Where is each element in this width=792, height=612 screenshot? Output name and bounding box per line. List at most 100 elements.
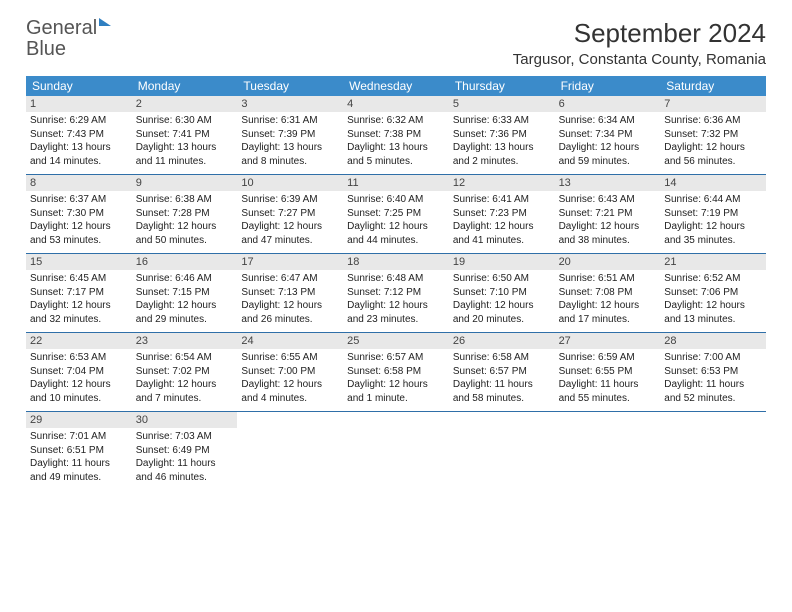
day-cell: 24Sunrise: 6:55 AMSunset: 7:00 PMDayligh… [237, 333, 343, 411]
day-number: 22 [26, 333, 132, 349]
sunset-line: Sunset: 6:49 PM [136, 444, 234, 458]
day-cell: 17Sunrise: 6:47 AMSunset: 7:13 PMDayligh… [237, 254, 343, 332]
sunset-line: Sunset: 7:23 PM [453, 207, 551, 221]
day-number: 13 [555, 175, 661, 191]
day-cell: 8Sunrise: 6:37 AMSunset: 7:30 PMDaylight… [26, 175, 132, 253]
sunset-line: Sunset: 7:13 PM [241, 286, 339, 300]
dow-cell: Tuesday [237, 76, 343, 96]
sunset-line: Sunset: 7:32 PM [664, 128, 762, 142]
header: General Blue September 2024 Targusor, Co… [26, 18, 766, 68]
dow-cell: Saturday [660, 76, 766, 96]
daylight-line: Daylight: 11 hours and 46 minutes. [136, 457, 234, 484]
day-cell: 9Sunrise: 6:38 AMSunset: 7:28 PMDaylight… [132, 175, 238, 253]
sunset-line: Sunset: 7:19 PM [664, 207, 762, 221]
day-cell [343, 412, 449, 490]
daylight-line: Daylight: 12 hours and 53 minutes. [30, 220, 128, 247]
sunrise-line: Sunrise: 6:39 AM [241, 193, 339, 207]
sunrise-line: Sunrise: 6:43 AM [559, 193, 657, 207]
sunset-line: Sunset: 7:10 PM [453, 286, 551, 300]
day-number: 9 [132, 175, 238, 191]
daylight-line: Daylight: 13 hours and 5 minutes. [347, 141, 445, 168]
day-cell: 1Sunrise: 6:29 AMSunset: 7:43 PMDaylight… [26, 96, 132, 174]
sunset-line: Sunset: 6:57 PM [453, 365, 551, 379]
sunrise-line: Sunrise: 6:36 AM [664, 114, 762, 128]
sunset-line: Sunset: 6:58 PM [347, 365, 445, 379]
calendar: SundayMondayTuesdayWednesdayThursdayFrid… [26, 76, 766, 490]
sunrise-line: Sunrise: 7:03 AM [136, 430, 234, 444]
sunset-line: Sunset: 7:25 PM [347, 207, 445, 221]
day-number: 5 [449, 96, 555, 112]
day-cell: 27 Sunrise: 6:59 AMSunset: 6:55 PMDayligh… [555, 333, 661, 411]
day-number: 19 [449, 254, 555, 270]
dow-cell: Thursday [449, 76, 555, 96]
day-number: 23 [132, 333, 238, 349]
sunrise-line: Sunrise: 6:59 AM [559, 351, 657, 365]
sunset-line: Sunset: 6:55 PM [559, 365, 657, 379]
day-cell: 6Sunrise: 6:34 AMSunset: 7:34 PMDaylight… [555, 96, 661, 174]
day-cell [555, 412, 661, 490]
sunset-line: Sunset: 7:21 PM [559, 207, 657, 221]
day-number: 27 [555, 333, 661, 349]
daylight-line: Daylight: 12 hours and 10 minutes. [30, 378, 128, 405]
sunrise-line: Sunrise: 6:33 AM [453, 114, 551, 128]
sunrise-line: Sunrise: 6:30 AM [136, 114, 234, 128]
day-number: 12 [449, 175, 555, 191]
sunset-line: Sunset: 7:06 PM [664, 286, 762, 300]
day-number: 16 [132, 254, 238, 270]
weeks-container: 1Sunrise: 6:29 AMSunset: 7:43 PMDaylight… [26, 96, 766, 490]
daylight-line: Daylight: 13 hours and 2 minutes. [453, 141, 551, 168]
daylight-line: Daylight: 11 hours and 55 minutes. [559, 378, 657, 405]
day-cell: 18Sunrise: 6:48 AMSunset: 7:12 PMDayligh… [343, 254, 449, 332]
sunset-line: Sunset: 7:30 PM [30, 207, 128, 221]
day-number: 11 [343, 175, 449, 191]
day-cell: 5Sunrise: 6:33 AMSunset: 7:36 PMDaylight… [449, 96, 555, 174]
sunrise-line: Sunrise: 7:00 AM [664, 351, 762, 365]
daylight-line: Daylight: 12 hours and 23 minutes. [347, 299, 445, 326]
day-cell: 29Sunrise: 7:01 AMSunset: 6:51 PMDayligh… [26, 412, 132, 490]
sunrise-line: Sunrise: 6:41 AM [453, 193, 551, 207]
sunset-line: Sunset: 7:12 PM [347, 286, 445, 300]
logo-text-blue: Blue [26, 38, 66, 60]
day-number: 30 [132, 412, 238, 428]
daylight-line: Daylight: 13 hours and 14 minutes. [30, 141, 128, 168]
sunset-line: Sunset: 7:27 PM [241, 207, 339, 221]
sunset-line: Sunset: 6:53 PM [664, 365, 762, 379]
daylight-line: Daylight: 12 hours and 29 minutes. [136, 299, 234, 326]
daylight-line: Daylight: 12 hours and 32 minutes. [30, 299, 128, 326]
sunset-line: Sunset: 7:02 PM [136, 365, 234, 379]
daylight-line: Daylight: 12 hours and 56 minutes. [664, 141, 762, 168]
day-number: 17 [237, 254, 343, 270]
daylight-line: Daylight: 12 hours and 17 minutes. [559, 299, 657, 326]
day-number: 10 [237, 175, 343, 191]
daylight-line: Daylight: 12 hours and 41 minutes. [453, 220, 551, 247]
sunrise-line: Sunrise: 6:57 AM [347, 351, 445, 365]
sunset-line: Sunset: 7:17 PM [30, 286, 128, 300]
sunrise-line: Sunrise: 6:40 AM [347, 193, 445, 207]
day-cell: 28Sunrise: 7:00 AMSunset: 6:53 PMDayligh… [660, 333, 766, 411]
daylight-line: Daylight: 12 hours and 26 minutes. [241, 299, 339, 326]
day-cell: 14Sunrise: 6:44 AMSunset: 7:19 PMDayligh… [660, 175, 766, 253]
sunrise-line: Sunrise: 6:45 AM [30, 272, 128, 286]
daylight-line: Daylight: 13 hours and 11 minutes. [136, 141, 234, 168]
day-cell: 23Sunrise: 6:54 AMSunset: 7:02 PMDayligh… [132, 333, 238, 411]
title-block: September 2024 Targusor, Constanta Count… [513, 18, 766, 68]
sunset-line: Sunset: 6:51 PM [30, 444, 128, 458]
day-cell: 20Sunrise: 6:51 AMSunset: 7:08 PMDayligh… [555, 254, 661, 332]
day-number: 7 [660, 96, 766, 112]
sunset-line: Sunset: 7:39 PM [241, 128, 339, 142]
sunrise-line: Sunrise: 6:52 AM [664, 272, 762, 286]
sunset-line: Sunset: 7:15 PM [136, 286, 234, 300]
logo-text: General Blue [26, 18, 111, 60]
day-number: 15 [26, 254, 132, 270]
sunrise-line: Sunrise: 6:50 AM [453, 272, 551, 286]
sunset-line: Sunset: 7:08 PM [559, 286, 657, 300]
sunrise-line: Sunrise: 6:55 AM [241, 351, 339, 365]
sunrise-line: Sunrise: 6:46 AM [136, 272, 234, 286]
month-title: September 2024 [513, 18, 766, 49]
sunrise-line: Sunrise: 6:53 AM [30, 351, 128, 365]
day-number: 29 [26, 412, 132, 428]
logo-text-general: General [26, 17, 97, 39]
day-cell [660, 412, 766, 490]
day-number: 21 [660, 254, 766, 270]
day-number: 14 [660, 175, 766, 191]
